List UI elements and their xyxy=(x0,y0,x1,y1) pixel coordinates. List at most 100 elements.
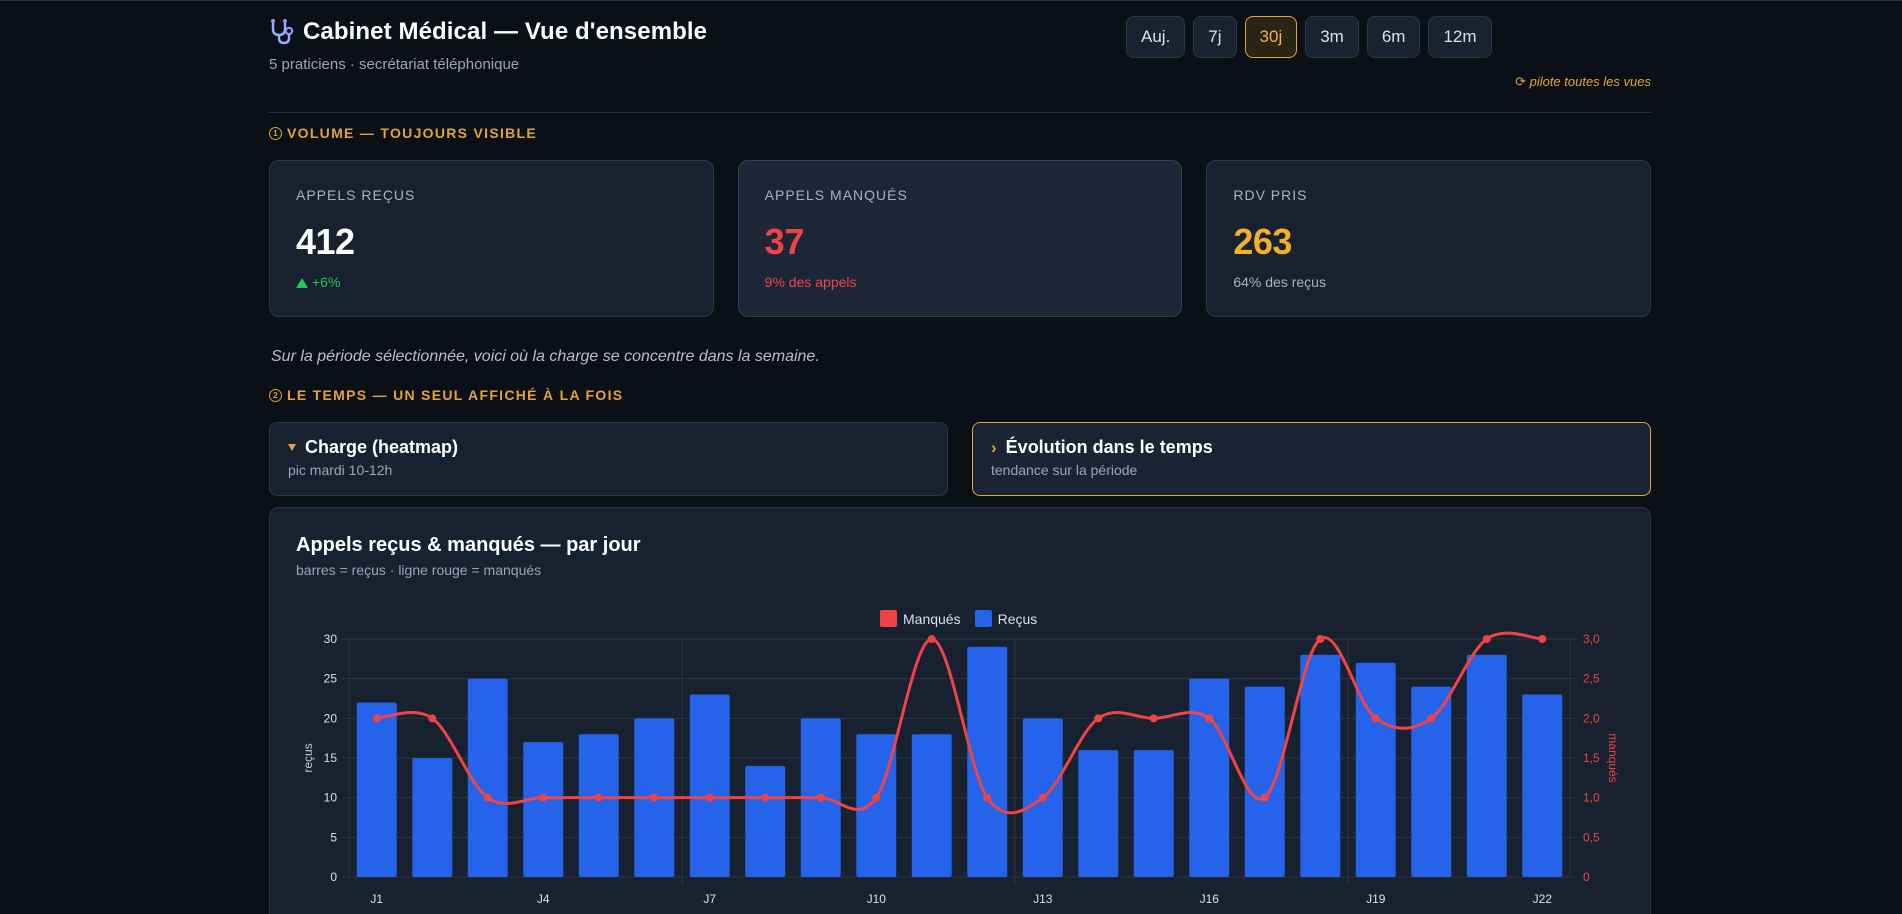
y-tick-label: 10 xyxy=(324,791,338,805)
y2-tick-label: 2,5 xyxy=(1583,672,1600,686)
section-number-icon: 2 xyxy=(269,388,282,402)
y-tick-label: 30 xyxy=(324,632,338,646)
time-view-tabs: Charge (heatmap) pic mardi 10-12h › Évol… xyxy=(269,422,1651,496)
stethoscope-icon xyxy=(269,18,295,46)
accordion-evolution-sub: tendance sur la période xyxy=(991,462,1138,478)
range-selector: Auj. 7j 30j 3m 6m 12m xyxy=(1126,16,1492,58)
missed-point xyxy=(1260,793,1269,802)
bar xyxy=(911,734,952,877)
page-title: Cabinet Médical — Vue d'ensemble xyxy=(303,18,708,45)
kpi-value: 37 xyxy=(764,221,805,262)
y-tick-label: 25 xyxy=(324,672,338,686)
bar xyxy=(467,678,508,877)
section-label: VOLUME — TOUJOURS VISIBLE xyxy=(287,125,538,141)
range-button-30j[interactable]: 30j xyxy=(1244,16,1298,58)
missed-point xyxy=(1038,793,1047,802)
kpi-sub: 64% des reçus xyxy=(1233,274,1326,290)
missed-point xyxy=(1427,714,1436,723)
kpi-row: APPELS REÇUS 412 +6% APPELS MANQUÉS 37 9… xyxy=(269,160,1652,317)
range-button-7j[interactable]: 7j xyxy=(1193,16,1237,58)
bar xyxy=(1133,750,1174,877)
kpi-card-missed: APPELS MANQUÉS 37 9% des appels xyxy=(737,160,1183,317)
accordion-heatmap-title: Charge (heatmap) xyxy=(305,437,459,457)
bar xyxy=(1078,750,1119,877)
missed-point xyxy=(1538,635,1547,643)
bar xyxy=(856,734,897,877)
kpi-label: RDV PRIS xyxy=(1233,187,1308,203)
header: Cabinet Médical — Vue d'ensemble 5 prati… xyxy=(269,16,1651,90)
kpi-label: APPELS REÇUS xyxy=(296,187,416,203)
missed-point xyxy=(539,793,548,802)
kpi-trend-text: +6% xyxy=(312,274,341,290)
page-subtitle: 5 praticiens · secrétariat téléphonique xyxy=(269,56,520,73)
range-button-auj[interactable]: Auj. xyxy=(1126,16,1186,58)
missed-point xyxy=(1482,635,1491,643)
y-tick-label: 5 xyxy=(330,830,337,844)
missed-line xyxy=(376,631,1543,815)
y2-tick-label: 0,5 xyxy=(1583,830,1600,844)
y2-tick-label: 3,0 xyxy=(1583,632,1600,646)
bar xyxy=(689,694,730,877)
bar xyxy=(1189,678,1230,877)
range-button-6m[interactable]: 6m xyxy=(1366,16,1421,58)
missed-point xyxy=(594,793,603,802)
missed-point xyxy=(1316,635,1325,643)
x-tick-label: J19 xyxy=(1366,892,1386,906)
legend-item[interactable]: Manqués xyxy=(880,610,961,627)
missed-point xyxy=(1205,714,1214,723)
bar xyxy=(578,734,619,877)
chevron-right-icon: › xyxy=(991,437,997,457)
kpi-value: 412 xyxy=(296,221,355,262)
bar xyxy=(356,702,397,877)
x-tick-label: J7 xyxy=(703,892,716,906)
top-border xyxy=(0,0,1902,1)
header-divider xyxy=(269,112,1651,113)
section-volume-title: 1 VOLUME — TOUJOURS VISIBLE xyxy=(269,125,537,141)
missed-point xyxy=(483,793,492,802)
kpi-card-booked: RDV PRIS 263 64% des reçus xyxy=(1206,160,1652,317)
chart-panel: Appels reçus & manqués — par jour barres… xyxy=(269,507,1651,914)
chart-legend: Manqués Reçus xyxy=(880,610,1037,627)
section-number-icon: 1 xyxy=(269,126,282,140)
section-label: LE TEMPS — UN SEUL AFFICHÉ À LA FOIS xyxy=(287,387,624,403)
accordion-evolution[interactable]: › Évolution dans le temps tendance sur l… xyxy=(972,422,1651,496)
chart-subtitle: barres = reçus · ligne rouge = manqués xyxy=(296,562,542,578)
x-tick-label: J4 xyxy=(537,892,550,906)
accordion-heatmap[interactable]: Charge (heatmap) pic mardi 10-12h xyxy=(269,422,948,496)
accordion-heatmap-sub: pic mardi 10-12h xyxy=(288,462,393,478)
missed-point xyxy=(372,714,381,723)
range-button-12m[interactable]: 12m xyxy=(1428,16,1492,58)
bar xyxy=(1355,662,1396,877)
bar xyxy=(967,646,1008,877)
y2-axis-label: manqués xyxy=(1606,733,1620,782)
x-tick-label: J22 xyxy=(1533,892,1553,906)
title-row: Cabinet Médical — Vue d'ensemble xyxy=(269,18,707,46)
legend-label: Manqués xyxy=(903,610,961,627)
caret-down-icon xyxy=(288,444,296,451)
x-tick-label: J13 xyxy=(1033,892,1053,906)
period-caption: Sur la période sélectionnée, voici où la… xyxy=(271,348,820,365)
range-button-3m[interactable]: 3m xyxy=(1305,16,1359,58)
kpi-value: 263 xyxy=(1233,221,1292,262)
legend-swatch xyxy=(880,610,897,627)
kpi-card-received: APPELS REÇUS 412 +6% xyxy=(269,160,714,317)
missed-point xyxy=(816,793,825,802)
accordion-title: Charge (heatmap) xyxy=(288,437,929,458)
y-axis-label: reçus xyxy=(301,743,315,772)
legend-item[interactable]: Reçus xyxy=(974,610,1037,627)
y2-tick-label: 1,5 xyxy=(1583,751,1600,765)
missed-point xyxy=(761,793,770,802)
bar xyxy=(1466,654,1507,877)
y-tick-label: 15 xyxy=(324,751,338,765)
section-time-title: 2 LE TEMPS — UN SEUL AFFICHÉ À LA FOIS xyxy=(269,387,623,403)
accordion-evolution-title: Évolution dans le temps xyxy=(1005,437,1213,457)
missed-point xyxy=(1094,714,1103,723)
missed-point xyxy=(705,793,714,802)
bar xyxy=(1300,654,1341,877)
kpi-trend: +6% xyxy=(296,274,340,290)
trend-up-icon xyxy=(296,278,308,288)
accordion-title: › Évolution dans le temps xyxy=(991,437,1632,458)
missed-point xyxy=(927,635,936,643)
missed-point xyxy=(872,793,881,802)
bar xyxy=(1411,686,1452,877)
